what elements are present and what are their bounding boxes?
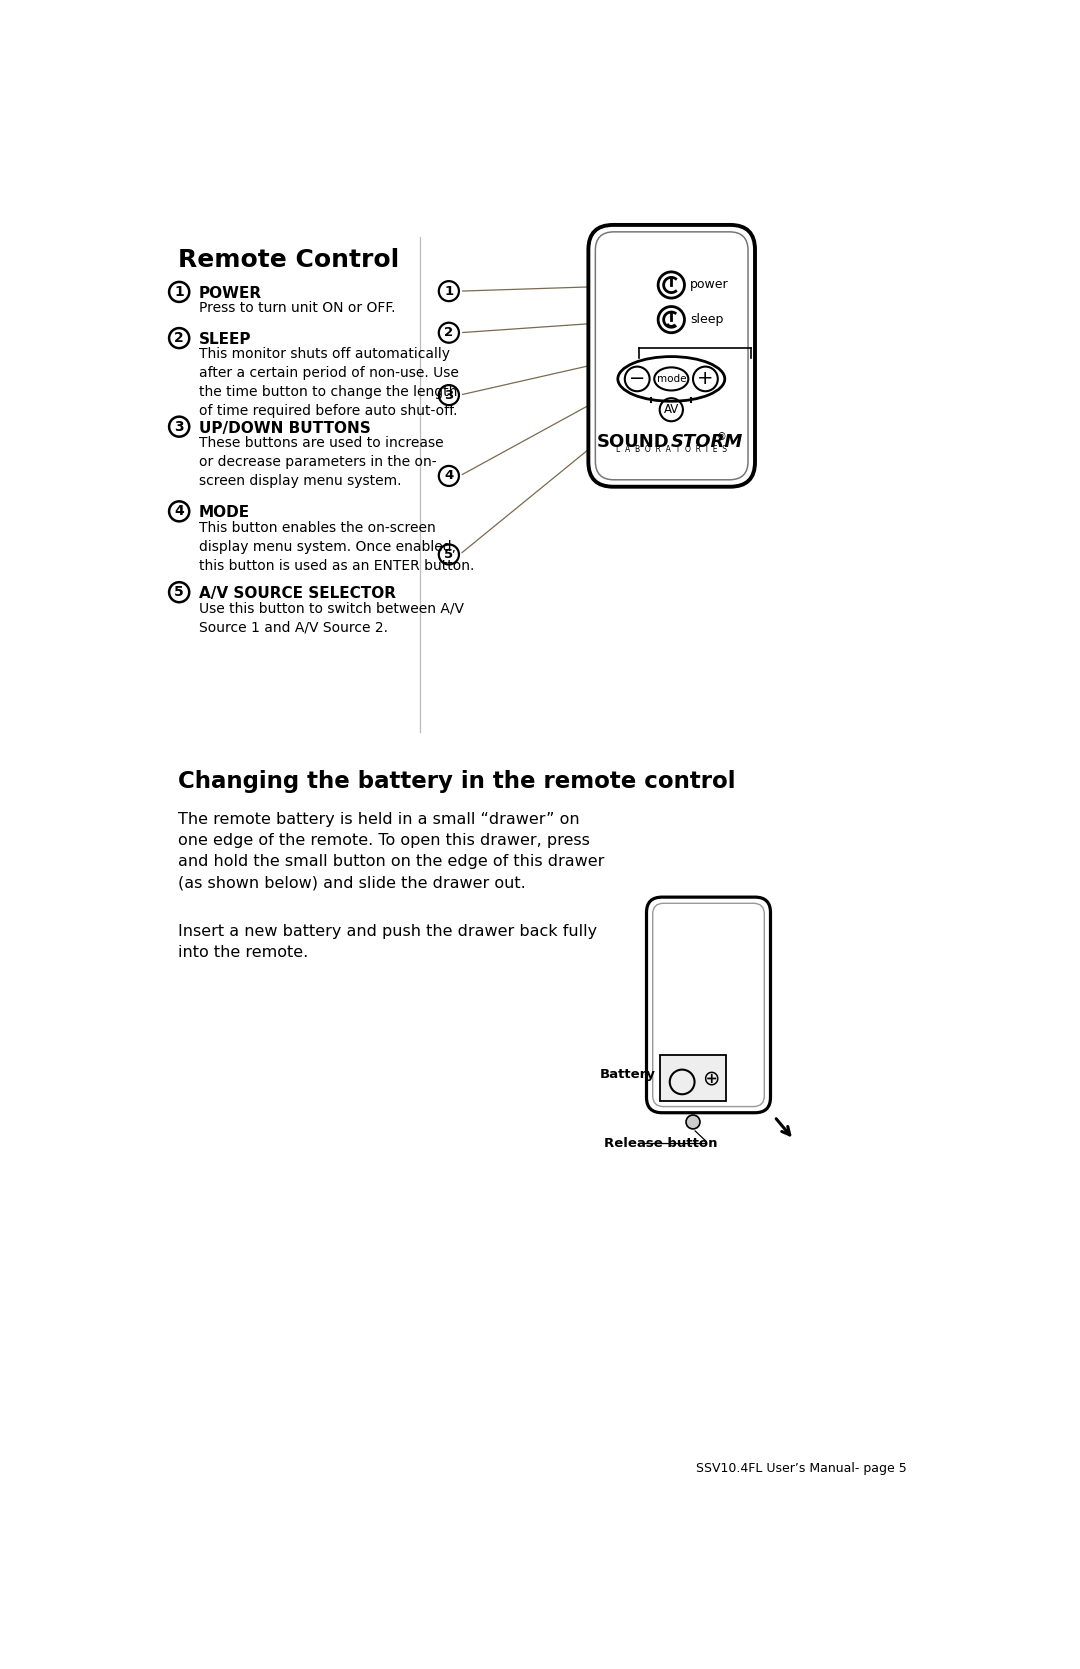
Text: UP/DOWN BUTTONS: UP/DOWN BUTTONS [199, 421, 370, 436]
Text: ⊕: ⊕ [702, 1068, 719, 1088]
Bar [661, 1055, 727, 1102]
Text: Remote Control: Remote Control [177, 249, 399, 272]
Text: SOUND: SOUND [597, 432, 670, 451]
Text: 5: 5 [444, 547, 454, 561]
Text: +: + [698, 369, 714, 389]
Text: Release button: Release button [604, 1137, 717, 1150]
Text: −: − [629, 369, 646, 389]
Text: This button enables the on-screen
display menu system. Once enabled,
this button: This button enables the on-screen displa… [199, 521, 474, 572]
Text: AV: AV [664, 404, 679, 416]
FancyBboxPatch shape [652, 903, 765, 1107]
Text: SLEEP: SLEEP [199, 332, 251, 347]
Text: Changing the battery in the remote control: Changing the battery in the remote contr… [177, 769, 735, 793]
Text: A/V SOURCE SELECTOR: A/V SOURCE SELECTOR [199, 586, 395, 601]
Text: STORM: STORM [671, 432, 743, 451]
Text: ®: ® [716, 432, 726, 442]
FancyBboxPatch shape [595, 232, 748, 479]
Text: 4: 4 [174, 504, 184, 519]
Text: 2: 2 [444, 325, 454, 339]
Text: 3: 3 [444, 389, 454, 402]
Text: 2: 2 [174, 330, 184, 345]
Text: Battery: Battery [600, 1068, 656, 1082]
Text: This monitor shuts off automatically
after a certain period of non-use. Use
the : This monitor shuts off automatically aft… [199, 347, 458, 419]
Text: POWER: POWER [199, 285, 261, 300]
Text: The remote battery is held in a small “drawer” on
one edge of the remote. To ope: The remote battery is held in a small “d… [177, 813, 604, 891]
Text: sleep: sleep [690, 314, 724, 325]
Text: 4: 4 [444, 469, 454, 482]
Text: SSV10.4FL User’s Manual- page 5: SSV10.4FL User’s Manual- page 5 [697, 1462, 907, 1474]
Circle shape [686, 1115, 700, 1128]
Text: 3: 3 [174, 419, 184, 434]
Text: L  A  B  O  R  A  T  O  R  I  E  S: L A B O R A T O R I E S [616, 446, 727, 454]
Text: Use this button to switch between A/V
Source 1 and A/V Source 2.: Use this button to switch between A/V So… [199, 601, 463, 634]
Text: These buttons are used to increase
or decrease parameters in the on-
screen disp: These buttons are used to increase or de… [199, 436, 443, 487]
Text: 1: 1 [444, 285, 454, 297]
FancyBboxPatch shape [589, 225, 755, 487]
Text: 1: 1 [174, 285, 184, 299]
Text: power: power [690, 279, 729, 292]
Text: mode: mode [657, 374, 686, 384]
Text: 5: 5 [174, 586, 184, 599]
FancyBboxPatch shape [647, 898, 770, 1113]
Text: MODE: MODE [199, 506, 249, 521]
Text: Press to turn unit ON or OFF.: Press to turn unit ON or OFF. [199, 300, 395, 315]
Text: Insert a new battery and push the drawer back fully
into the remote.: Insert a new battery and push the drawer… [177, 925, 597, 960]
